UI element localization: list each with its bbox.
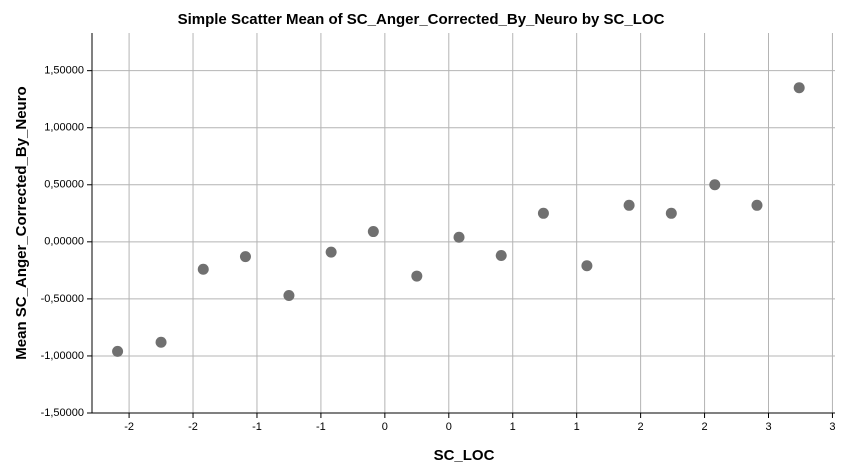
point (709, 179, 721, 191)
x-tick-label: -1 (316, 421, 326, 433)
point (325, 246, 337, 258)
point (197, 263, 209, 275)
point (581, 260, 593, 272)
chart-title: Simple Scatter Mean of SC_Anger_Correcte… (178, 11, 665, 28)
point (155, 336, 167, 348)
point (411, 270, 423, 282)
point (283, 289, 295, 301)
x-tick-label: 0 (382, 421, 388, 433)
point (537, 207, 549, 219)
x-tick-label: -2 (188, 421, 198, 433)
x-tick-label: 1 (510, 421, 516, 433)
x-tick-label: -2 (124, 421, 134, 433)
point (793, 82, 805, 94)
x-tick-label: 3 (765, 421, 771, 433)
x-tick-label: 3 (829, 421, 835, 433)
point (112, 345, 124, 357)
y-axis-label: Mean SC_Anger_Corrected_By_Neuro (13, 86, 30, 359)
point (623, 199, 635, 211)
point (495, 250, 507, 262)
x-axis-label: SC_LOC (434, 447, 495, 464)
x-tick-label: 2 (701, 421, 707, 433)
point (665, 207, 677, 219)
point (453, 231, 465, 243)
y-tick-label: -1,50000 (41, 407, 84, 419)
y-tick-label: 1,50000 (44, 65, 84, 77)
x-tick-label: 1 (574, 421, 580, 433)
point (239, 251, 251, 263)
x-tick-label: 2 (638, 421, 644, 433)
y-tick-label: -0,50000 (41, 293, 84, 305)
x-tick-label: 0 (446, 421, 452, 433)
y-tick-label: 1,00000 (44, 122, 84, 134)
point (751, 199, 763, 211)
y-tick-label: 0,00000 (44, 236, 84, 248)
point (367, 226, 379, 238)
y-tick-label: -1,00000 (41, 350, 84, 362)
x-tick-label: -1 (252, 421, 262, 433)
y-tick-label: 0,50000 (44, 179, 84, 191)
